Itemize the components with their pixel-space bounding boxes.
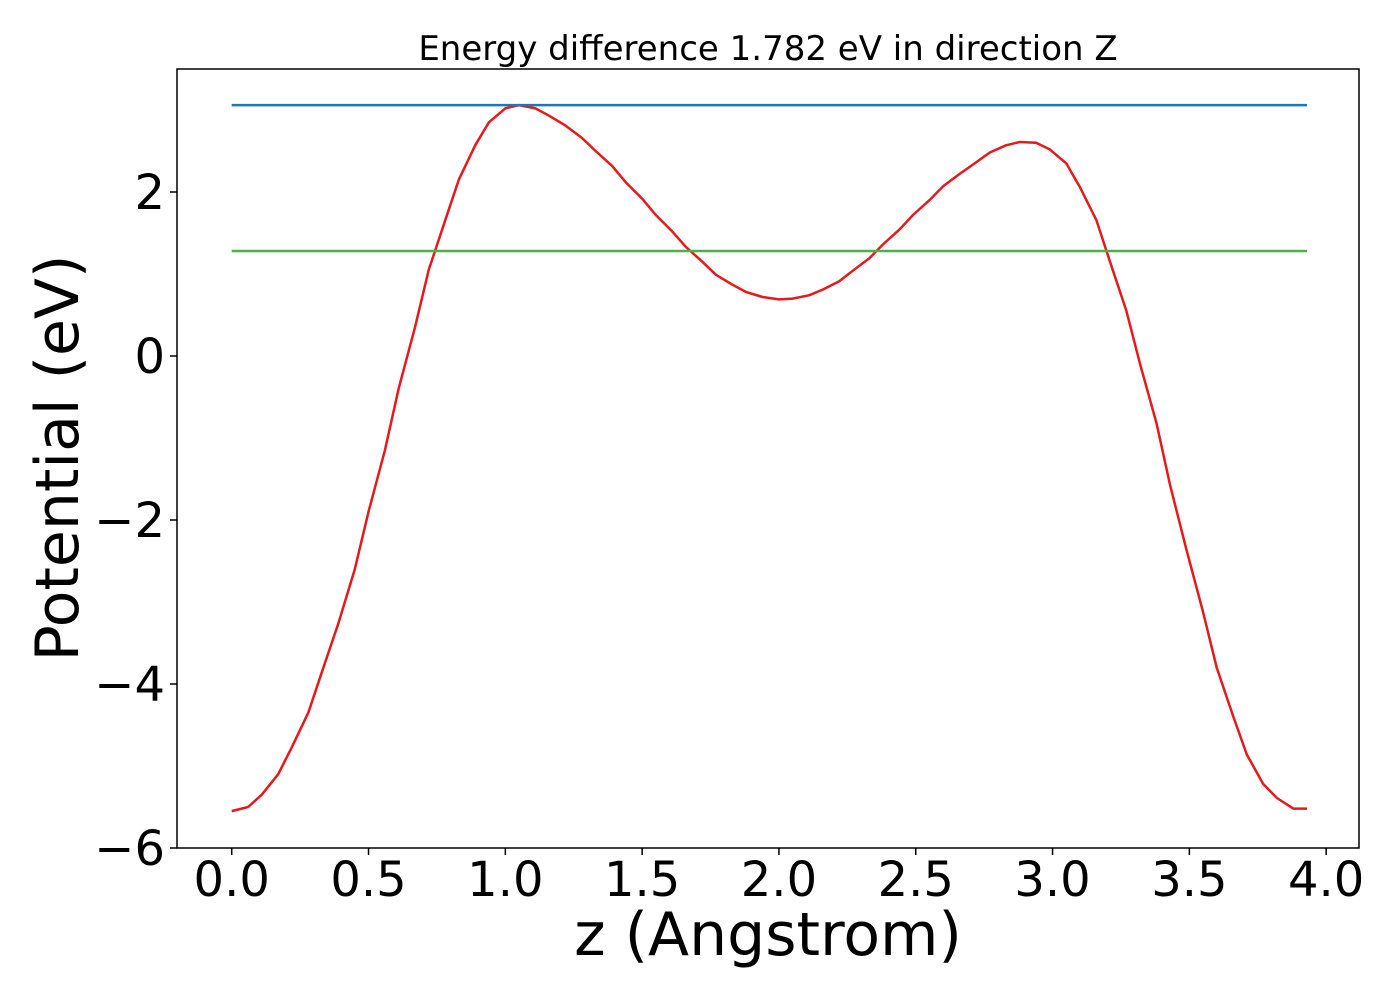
series-line-0: [231, 103, 1307, 813]
chart-title: Energy difference 1.782 eV in direction …: [418, 29, 1117, 69]
x-tick-label: 0.0: [194, 852, 270, 908]
y-tick-label: −2: [94, 493, 165, 549]
x-tick-label: 1.0: [467, 852, 543, 908]
x-axis: 0.0 0.5 1.0 1.5 2.0 2.5 3.0 3.5 4.0: [194, 848, 1364, 908]
series-layer: [231, 103, 1307, 813]
x-tick-label: 4.0: [1288, 852, 1364, 908]
y-axis: −6 −4 −2 0 2: [94, 165, 177, 877]
x-tick-label: 2.5: [878, 852, 954, 908]
x-tick-label: 3.5: [1151, 852, 1227, 908]
x-tick-label: 1.5: [604, 852, 680, 908]
x-axis-label: z (Angstrom): [574, 900, 962, 970]
y-tick-label: 0: [134, 329, 165, 385]
plot-frame: [176, 68, 1360, 849]
x-tick-label: 2.0: [741, 852, 817, 908]
y-tick-label: −4: [94, 657, 165, 713]
y-axis-label: Potential (eV): [23, 255, 93, 662]
x-tick-label: 3.0: [1014, 852, 1090, 908]
y-tick-label: −6: [94, 821, 165, 877]
x-tick-label: 0.5: [330, 852, 406, 908]
y-tick-label: 2: [134, 165, 165, 221]
